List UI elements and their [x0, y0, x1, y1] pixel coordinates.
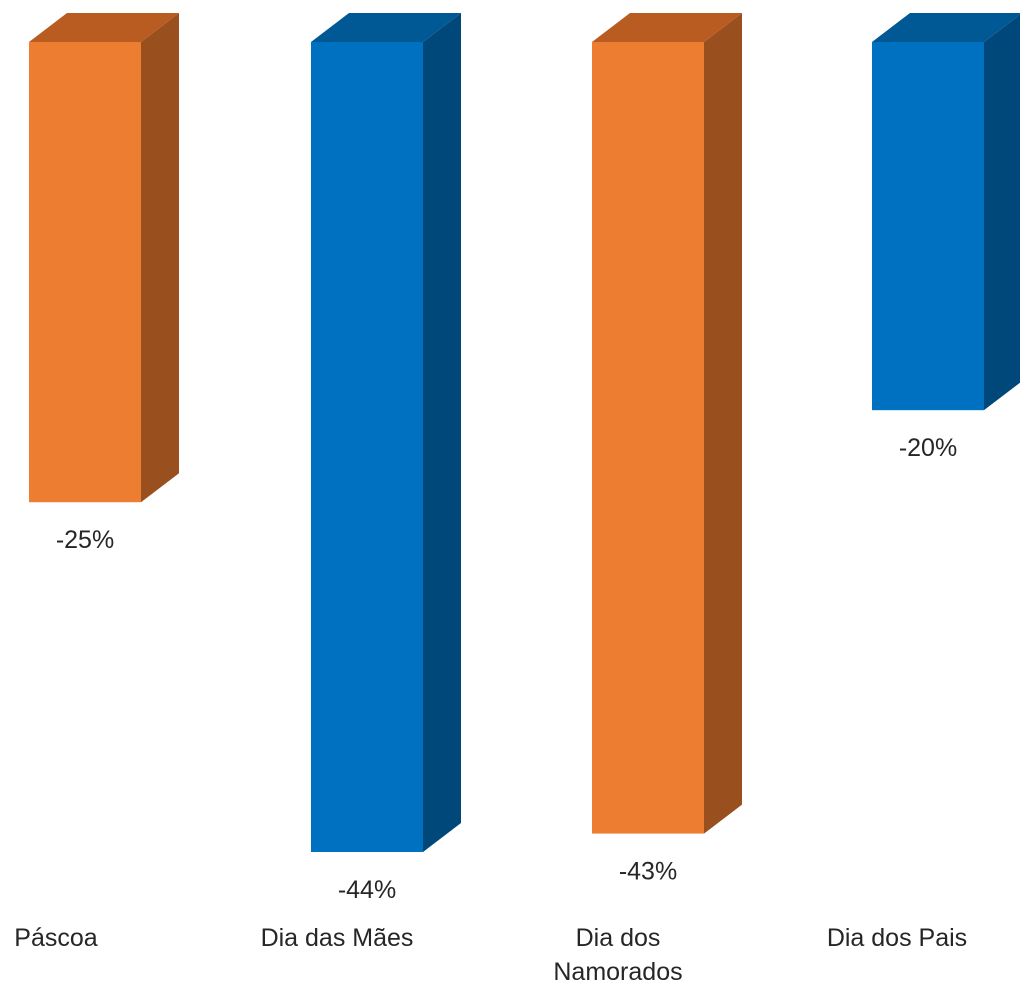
category-label: Dia dos Pais	[827, 924, 967, 952]
data-label: -20%	[899, 434, 957, 462]
bar-side-face	[984, 14, 1020, 411]
bar-4	[872, 13, 1020, 411]
data-label: -44%	[338, 876, 396, 904]
bar-top-face	[29, 13, 179, 42]
bar-front-face	[29, 42, 141, 503]
category-label: Dia dos Namorados	[553, 924, 682, 986]
category-label-line: Namorados	[553, 958, 682, 986]
category-label: Páscoa	[14, 924, 97, 952]
bar-side-face	[141, 13, 179, 503]
bar-side-face	[423, 13, 461, 852]
data-label: -25%	[56, 526, 114, 554]
bar-top-face	[872, 13, 1020, 42]
bars-group	[29, 13, 1020, 852]
bar-side-face	[704, 13, 742, 834]
bar-top-face	[592, 13, 742, 42]
data-labels-group: -25% -44% -43% -20%	[56, 434, 957, 904]
data-label: -43%	[619, 858, 677, 886]
bar-2	[311, 13, 461, 852]
bar-front-face	[311, 42, 423, 852]
category-label: Dia das Mães	[261, 924, 414, 952]
bar-front-face	[592, 42, 704, 834]
bar-top-face	[311, 13, 461, 42]
bar-3	[592, 13, 742, 834]
bar-front-face	[872, 42, 984, 411]
category-label-line: Dia dos	[576, 924, 661, 952]
bar-1	[29, 13, 179, 503]
